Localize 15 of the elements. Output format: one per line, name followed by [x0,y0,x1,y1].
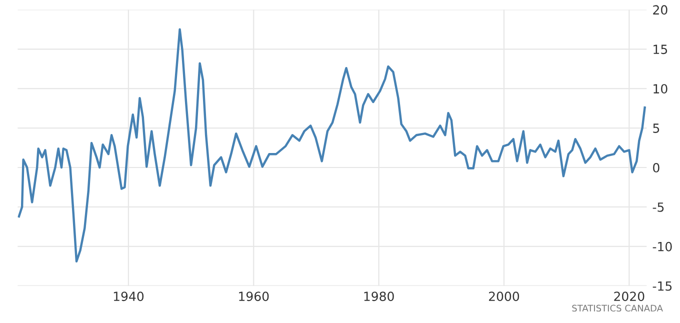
x-tick-label: 1980 [364,292,394,302]
y-tick-label: 5 [653,124,660,133]
x-tick-label: 2020 [614,292,644,302]
x-tick-label: 1960 [239,292,269,302]
x-tick-label: 1940 [114,292,144,302]
line-series [18,28,646,263]
y-tick-label: -5 [652,202,664,212]
text: STATISTICS CANADA [572,304,663,312]
y-tick-label: -10 [652,242,672,252]
y-tick-label: 20 [653,5,668,15]
y-tick-label: -15 [652,281,672,291]
y-tick-label: 10 [654,84,668,94]
y-tick-label: 0 [653,162,660,172]
y-tick-label: 15 [654,44,668,54]
x-tick-label: 2000 [488,292,520,302]
